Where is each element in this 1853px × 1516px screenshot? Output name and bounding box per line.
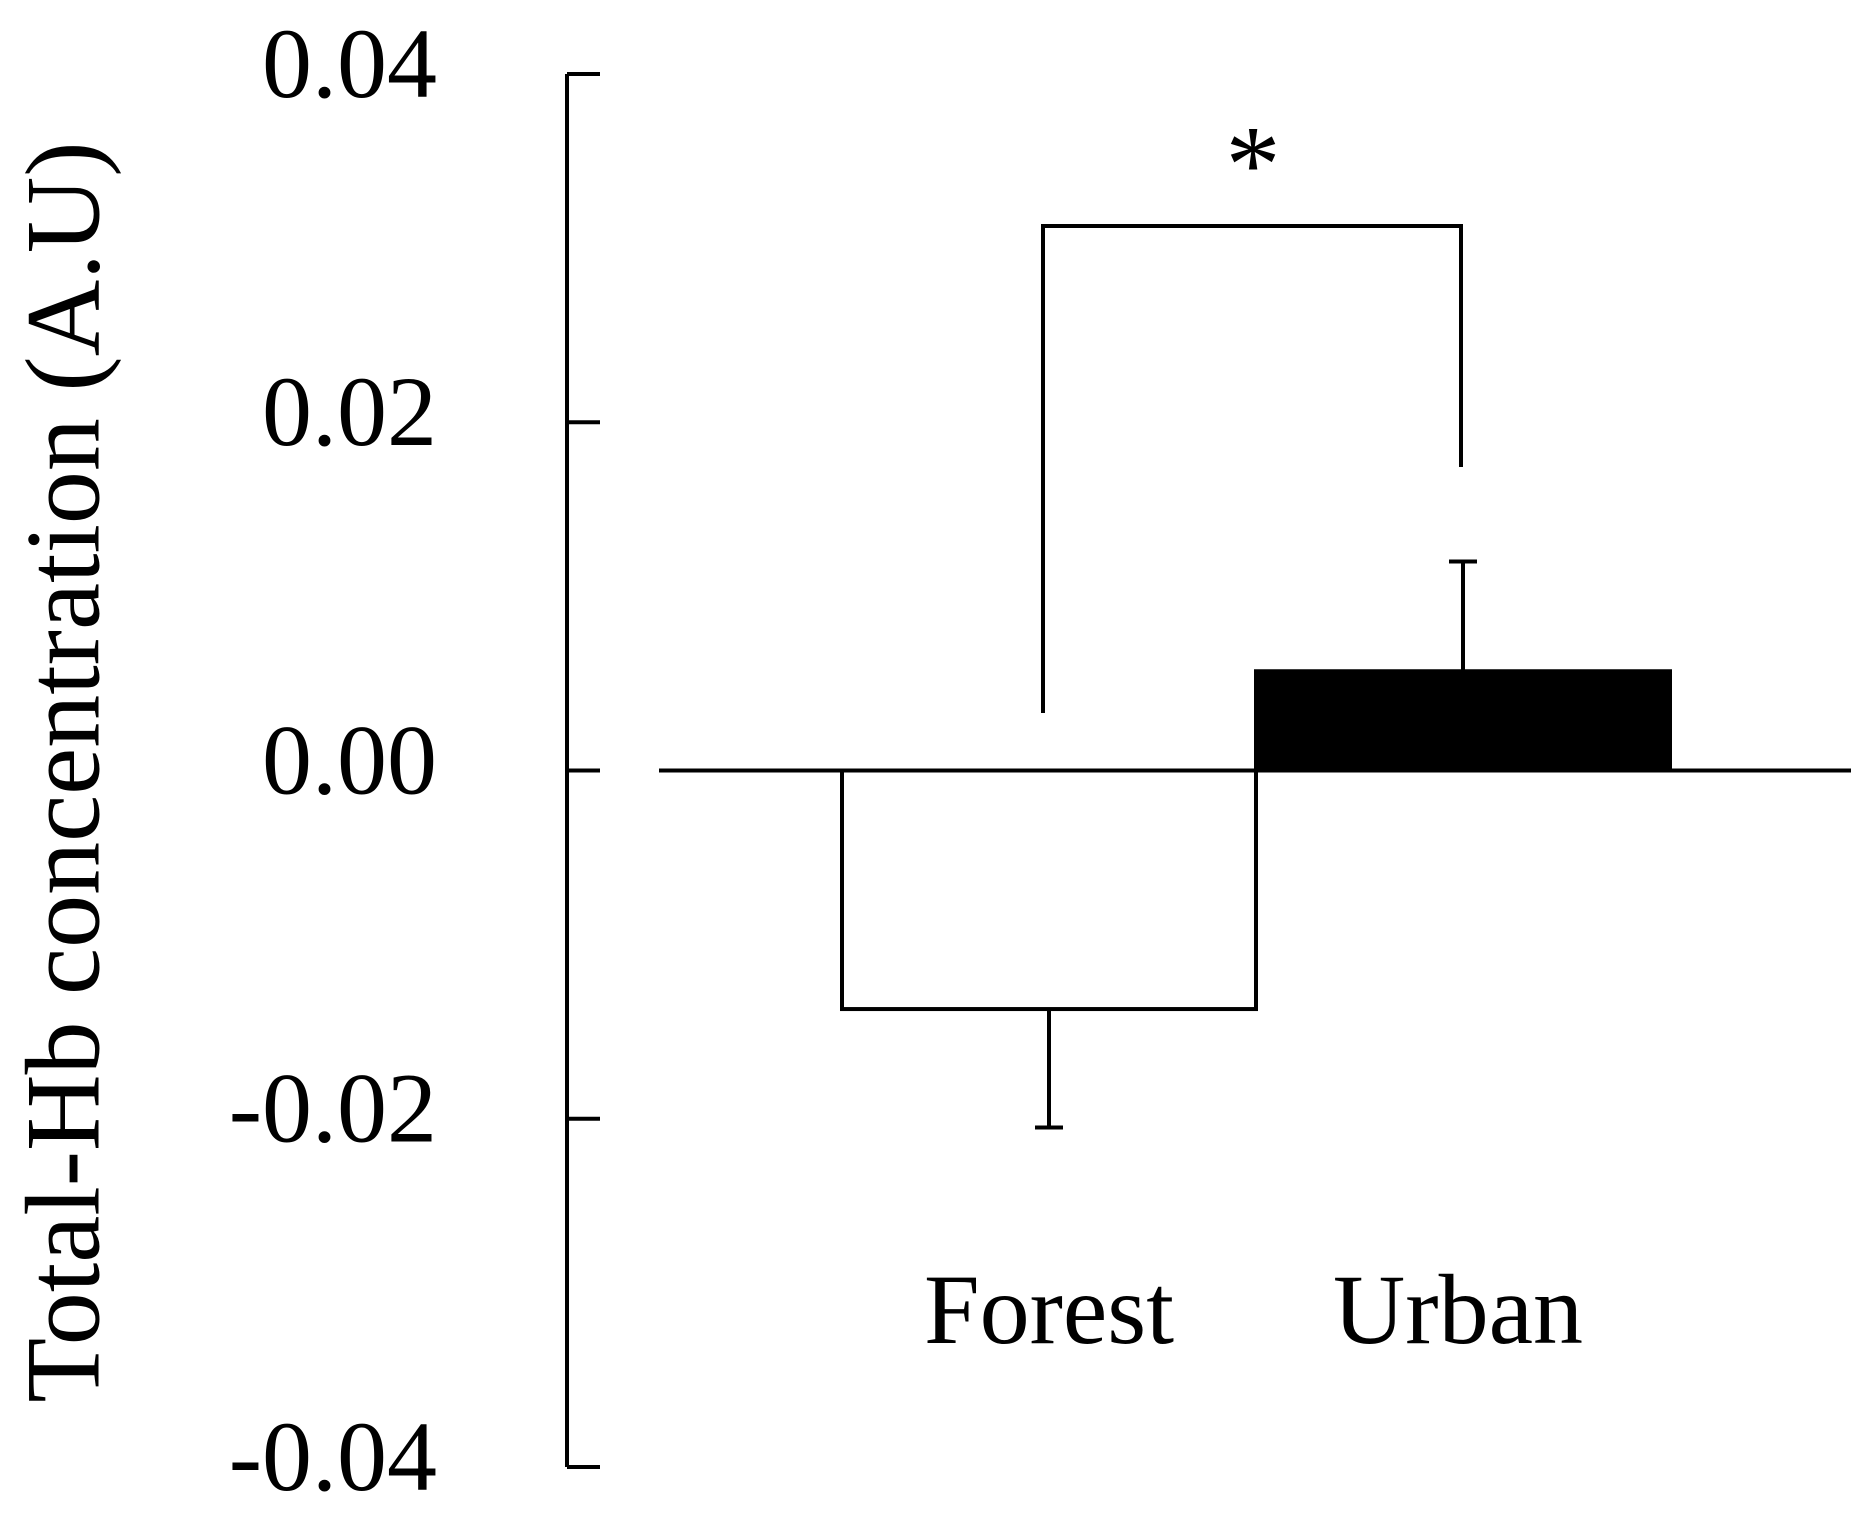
y-tick-label: -0.04	[229, 1401, 437, 1512]
y-tick-label: 0.02	[262, 356, 437, 467]
bar	[1254, 669, 1672, 773]
annotation: *	[1226, 103, 1281, 225]
significance-bracket	[1041, 224, 1463, 713]
y-tick-label: 0.00	[262, 704, 437, 815]
y-tick-label: 0.04	[262, 8, 437, 119]
bar	[840, 768, 1258, 1012]
x-tick-label: Forest	[924, 1254, 1174, 1365]
y-tick-label: -0.02	[229, 1053, 437, 1164]
x-tick-label: Urban	[1333, 1254, 1583, 1365]
y-axis-label: Total-Hb concentration (A.U)	[4, 141, 121, 1402]
